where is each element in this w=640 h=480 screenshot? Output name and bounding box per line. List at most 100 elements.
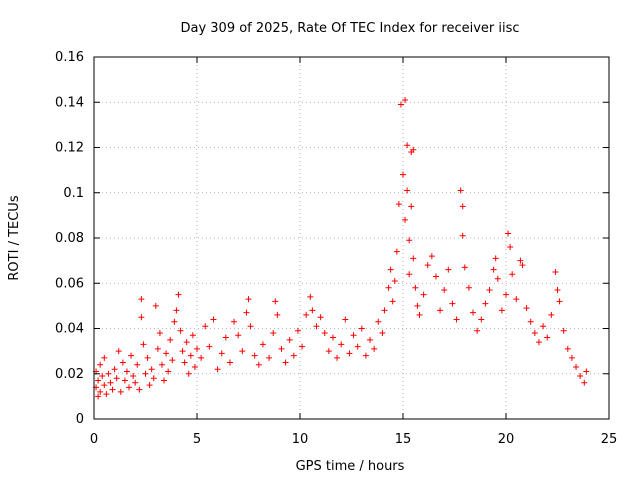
data-point	[387, 266, 394, 273]
x-tick-label: 20	[498, 432, 515, 447]
data-point	[309, 307, 316, 314]
data-point	[461, 264, 468, 271]
ticks-layer: 0 5 10 15 20 25 0 0.02 0.04 0.06 0.08 0.1 0.12 0.14 0.…	[55, 50, 617, 447]
data-point	[189, 332, 196, 339]
data-point	[358, 325, 365, 332]
data-point	[206, 343, 213, 350]
data-point	[173, 307, 180, 314]
data-point	[290, 352, 297, 359]
data-point	[402, 96, 409, 103]
data-point	[185, 370, 192, 377]
data-point	[406, 271, 413, 278]
y-tick-label: 0.1	[63, 186, 84, 201]
data-point	[181, 359, 188, 366]
data-point	[465, 284, 472, 291]
data-point	[109, 386, 116, 393]
data-point	[531, 330, 538, 337]
data-point	[404, 187, 411, 194]
data-point	[259, 341, 266, 348]
data-point	[492, 255, 499, 262]
data-point	[239, 348, 246, 355]
data-point	[117, 388, 124, 395]
data-point	[142, 370, 149, 377]
data-point	[459, 232, 466, 239]
y-tick-label: 0.06	[55, 276, 84, 291]
data-point	[342, 316, 349, 323]
data-point	[583, 368, 590, 375]
data-point	[325, 348, 332, 355]
data-point	[138, 296, 145, 303]
data-point	[231, 318, 238, 325]
data-point	[556, 298, 563, 305]
data-point	[303, 311, 310, 318]
data-point	[416, 311, 423, 318]
data-point	[99, 373, 106, 380]
data-point	[362, 352, 369, 359]
data-point	[321, 330, 328, 337]
data-point	[95, 377, 102, 384]
data-point	[457, 187, 464, 194]
y-tick-label: 0.12	[55, 141, 84, 156]
data-point	[272, 298, 279, 305]
data-point	[490, 266, 497, 273]
data-point	[282, 359, 289, 366]
data-point	[128, 352, 135, 359]
data-point	[432, 273, 439, 280]
data-points-layer	[93, 96, 590, 400]
data-point	[243, 309, 250, 316]
y-axis-label: ROTI / TECUs	[7, 195, 22, 280]
data-point	[535, 339, 542, 346]
data-point	[299, 343, 306, 350]
data-point	[540, 323, 547, 330]
data-point	[183, 339, 190, 346]
data-point	[101, 354, 108, 361]
data-point	[113, 375, 120, 382]
data-point	[270, 330, 277, 337]
data-point	[420, 291, 427, 298]
data-point	[97, 388, 104, 395]
x-tick-label: 5	[193, 432, 201, 447]
data-point	[428, 253, 435, 260]
data-point	[371, 345, 378, 352]
y-tick-label: 0.16	[55, 50, 84, 65]
data-point	[101, 382, 108, 389]
data-point	[385, 284, 392, 291]
data-point	[152, 302, 159, 309]
data-point	[156, 330, 163, 337]
data-point	[134, 361, 141, 368]
data-point	[393, 248, 400, 255]
data-point	[494, 275, 501, 282]
data-point	[406, 237, 413, 244]
data-point	[226, 359, 233, 366]
data-point	[517, 257, 524, 264]
data-point	[198, 354, 205, 361]
data-point	[478, 316, 485, 323]
y-tick-label: 0	[76, 412, 84, 427]
data-point	[161, 377, 168, 384]
data-point	[187, 352, 194, 359]
data-point	[144, 354, 151, 361]
data-point	[150, 375, 157, 382]
data-point	[329, 334, 336, 341]
data-point	[165, 368, 172, 375]
data-point	[379, 330, 386, 337]
data-point	[105, 370, 112, 377]
data-point	[375, 318, 382, 325]
data-point	[103, 391, 110, 398]
data-point	[119, 359, 126, 366]
data-point	[107, 379, 114, 386]
data-point	[317, 314, 324, 321]
y-tick-label: 0.08	[55, 231, 84, 246]
data-point	[126, 384, 133, 391]
data-point	[544, 334, 551, 341]
data-point	[346, 350, 353, 357]
data-point	[245, 296, 252, 303]
data-point	[568, 354, 575, 361]
data-point	[222, 334, 229, 341]
data-point	[410, 146, 417, 153]
data-point	[115, 348, 122, 355]
data-point	[274, 311, 281, 318]
x-axis-label: GPS time / hours	[296, 459, 405, 474]
data-point	[194, 345, 200, 352]
